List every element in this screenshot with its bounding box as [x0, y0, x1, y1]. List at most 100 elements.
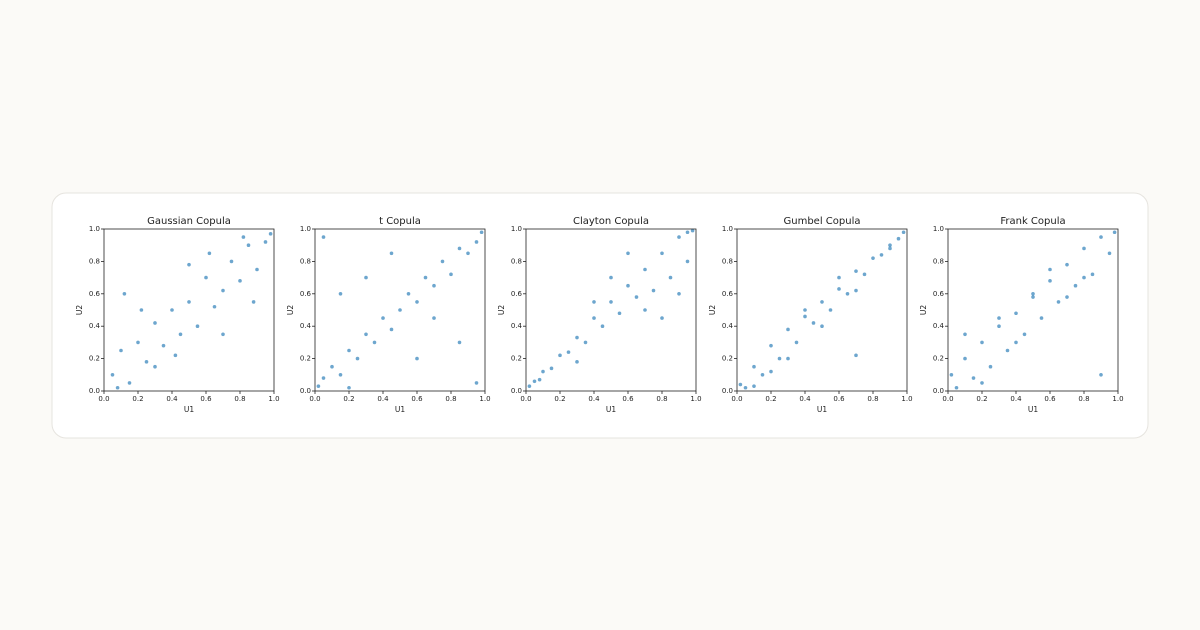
- card: [51, 192, 1149, 439]
- point: [997, 316, 1001, 320]
- panel-title: Gumbel Copula: [784, 216, 861, 227]
- point: [449, 272, 453, 277]
- point: [415, 300, 419, 304]
- point: [1048, 267, 1052, 272]
- point: [862, 272, 867, 277]
- point: [786, 356, 790, 361]
- point: [592, 300, 596, 304]
- point: [997, 324, 1001, 329]
- point: [677, 292, 681, 296]
- point: [263, 240, 268, 244]
- point: [355, 356, 360, 361]
- point: [794, 340, 799, 345]
- point: [888, 243, 892, 247]
- point: [609, 275, 613, 280]
- point: [195, 324, 200, 329]
- x-tick-label: 0.2: [765, 395, 776, 403]
- x-tick-label: 0.8: [656, 395, 667, 403]
- plot-frame: [947, 228, 1119, 392]
- point: [743, 385, 748, 390]
- point: [575, 335, 579, 340]
- point: [879, 253, 884, 257]
- point: [207, 251, 212, 256]
- point: [178, 332, 183, 337]
- y-tick-label: 0.8: [933, 257, 944, 265]
- point: [372, 340, 377, 345]
- point: [139, 308, 144, 312]
- x-tick-label: 0.8: [234, 395, 245, 403]
- point: [871, 256, 875, 260]
- point: [971, 376, 976, 380]
- y-tick-label: 0.8: [300, 257, 311, 265]
- point: [187, 300, 191, 304]
- point: [980, 381, 984, 385]
- point: [949, 373, 954, 377]
- point: [204, 275, 208, 280]
- point: [316, 384, 321, 388]
- x-tick-label: 0.6: [1044, 395, 1056, 403]
- x-tick-label: 1.0: [901, 395, 912, 403]
- point: [1005, 348, 1010, 353]
- point: [119, 348, 123, 353]
- y-tick-label: 0.4: [722, 322, 734, 330]
- point: [583, 340, 588, 345]
- point: [769, 369, 773, 374]
- point: [760, 373, 765, 377]
- point: [398, 308, 402, 312]
- x-tick-label: 0.4: [377, 395, 389, 403]
- y-tick-label: 1.0: [300, 225, 311, 233]
- y-tick-label: 0.2: [300, 355, 311, 363]
- point: [820, 324, 824, 329]
- point: [246, 243, 251, 247]
- point: [173, 353, 178, 358]
- point: [115, 385, 120, 390]
- point: [845, 292, 850, 296]
- y-tick-label: 0.8: [89, 257, 100, 265]
- y-tick-label: 0.4: [89, 322, 101, 330]
- point: [854, 288, 858, 293]
- point: [769, 343, 773, 348]
- point: [122, 292, 127, 296]
- point: [1082, 275, 1086, 280]
- x-tick-label: 0.6: [833, 395, 845, 403]
- point: [389, 251, 394, 256]
- point: [837, 287, 841, 291]
- y-axis-label: U2: [919, 305, 928, 315]
- point: [1082, 246, 1086, 251]
- x-tick-label: 0.0: [942, 395, 953, 403]
- x-tick-label: 0.4: [799, 395, 811, 403]
- y-tick-label: 1.0: [89, 225, 100, 233]
- point: [127, 381, 132, 385]
- x-tick-label: 0.6: [411, 395, 423, 403]
- point: [1107, 251, 1112, 256]
- point: [1048, 279, 1052, 283]
- x-tick-label: 0.6: [200, 395, 212, 403]
- y-axis-label: U2: [708, 305, 717, 315]
- y-tick-label: 0.4: [511, 322, 523, 330]
- point: [811, 321, 816, 325]
- x-axis-label: U1: [1028, 405, 1038, 414]
- x-tick-label: 0.0: [309, 395, 320, 403]
- point: [575, 360, 579, 364]
- point: [268, 232, 273, 236]
- point: [440, 259, 445, 264]
- point: [153, 364, 157, 369]
- y-tick-label: 0.2: [933, 355, 944, 363]
- plot-frame: [525, 228, 697, 392]
- point: [144, 360, 149, 364]
- point: [527, 384, 532, 388]
- point: [600, 324, 605, 329]
- x-axis-label: U1: [606, 405, 616, 414]
- x-tick-label: 0.2: [976, 395, 987, 403]
- plot-frame: [314, 228, 486, 392]
- point: [432, 283, 436, 288]
- point: [660, 316, 664, 320]
- point: [549, 366, 554, 371]
- point: [566, 350, 571, 354]
- y-tick-label: 0.0: [89, 387, 100, 395]
- point: [541, 369, 545, 374]
- point: [1073, 283, 1078, 288]
- point: [479, 230, 484, 235]
- point: [415, 356, 419, 361]
- x-tick-label: 0.8: [445, 395, 456, 403]
